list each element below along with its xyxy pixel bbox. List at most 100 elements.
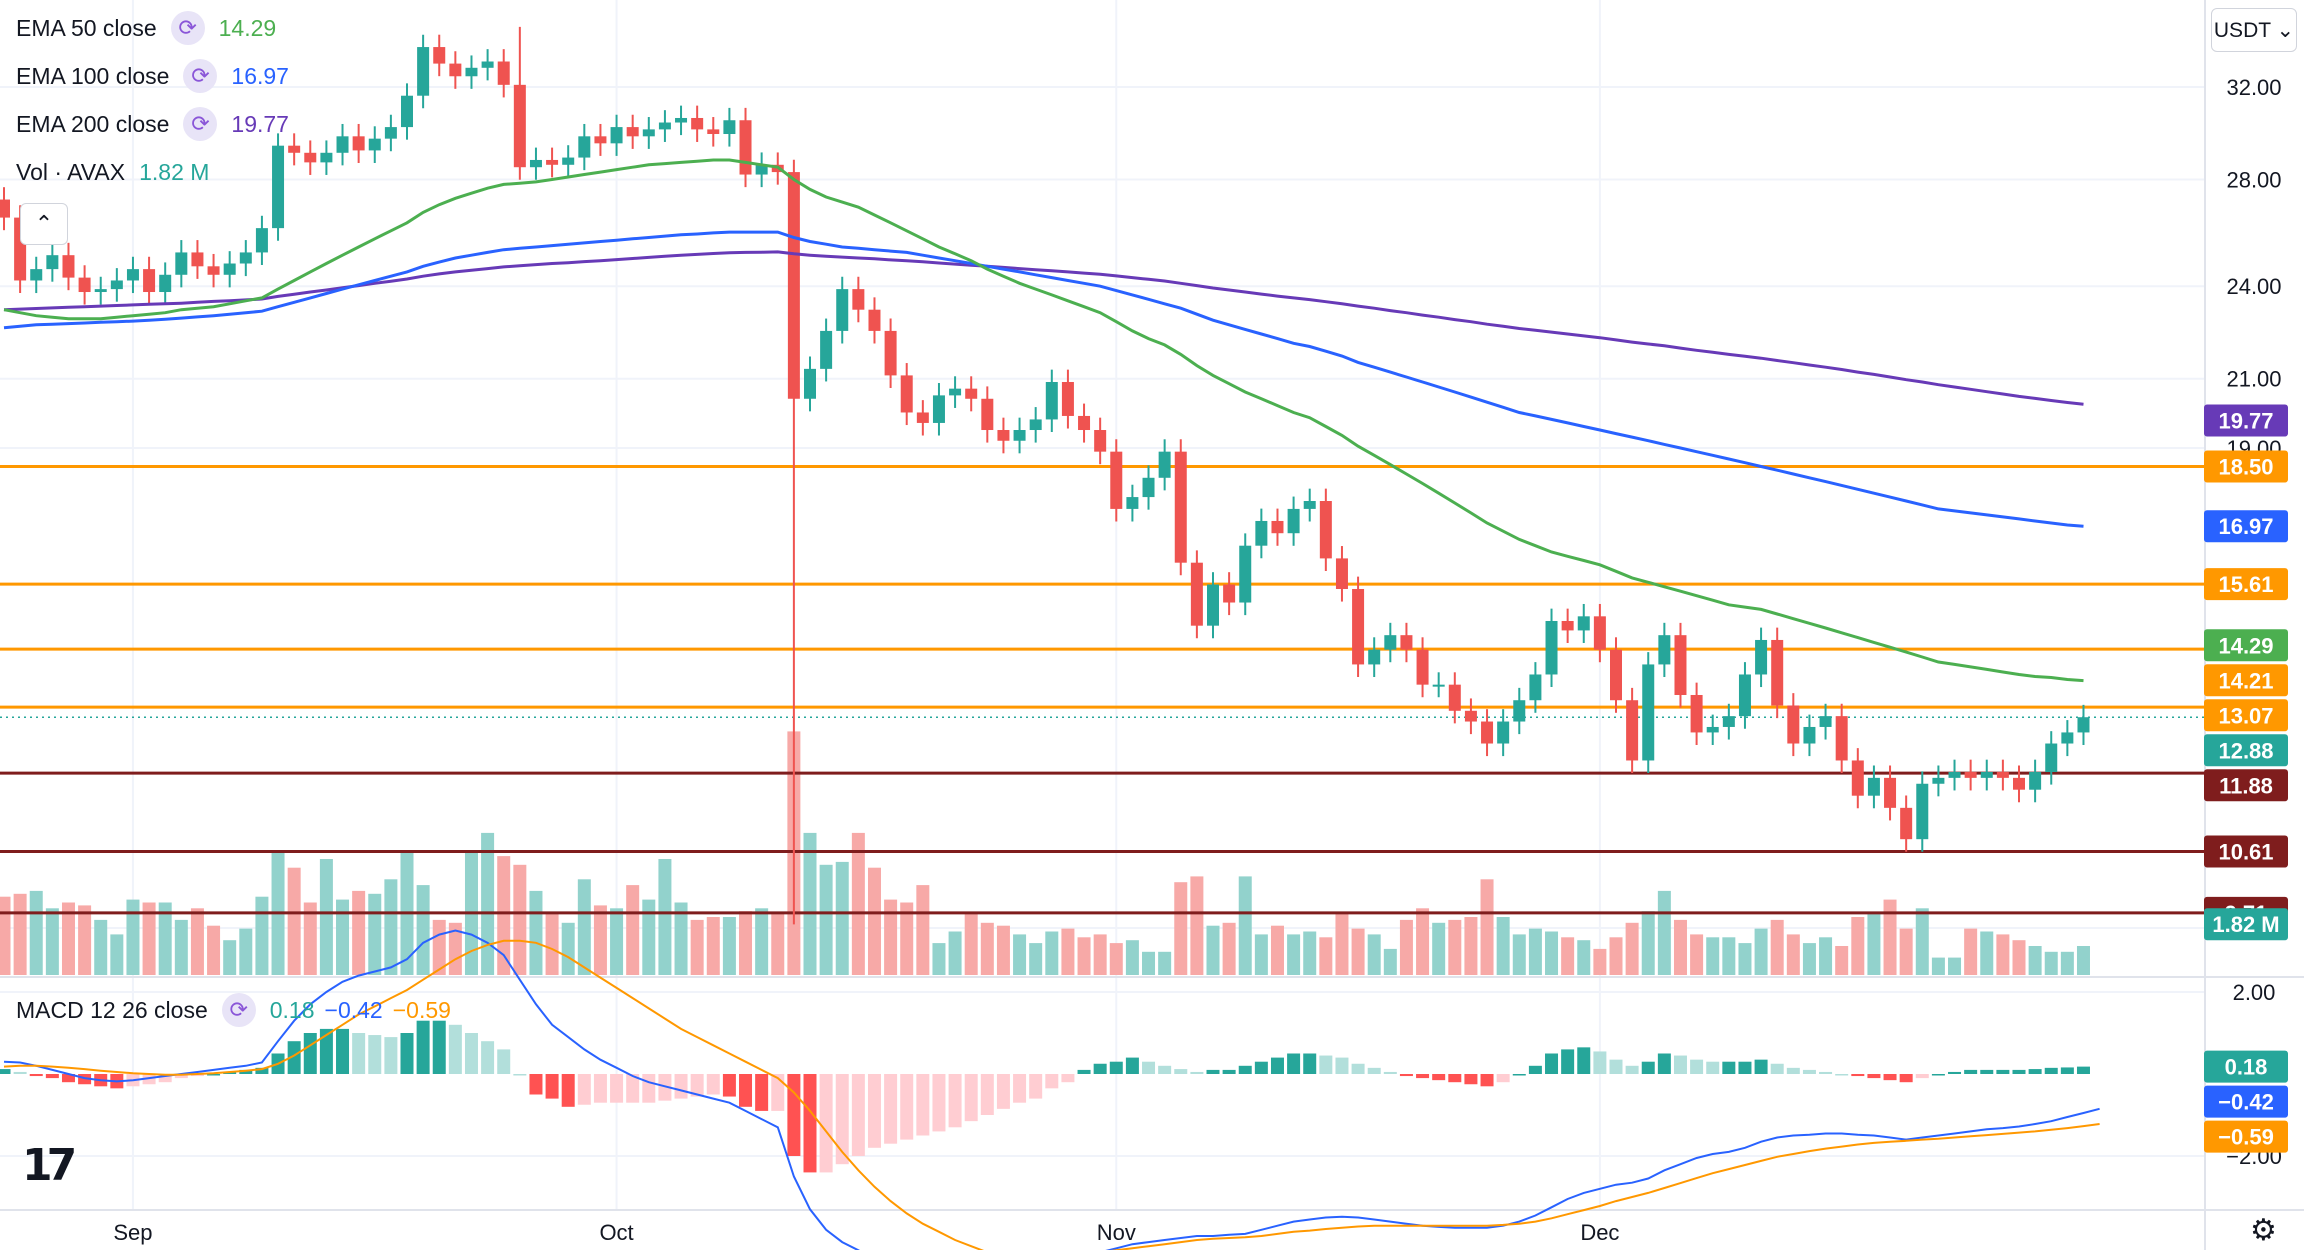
currency-selector[interactable]: USDT ⌄	[2211, 8, 2297, 52]
macd-hist-bar	[642, 1074, 656, 1103]
candle-body	[336, 136, 349, 153]
macd-hist-bar	[1335, 1057, 1349, 1074]
volume-bar	[207, 925, 221, 975]
volume-bar	[1512, 934, 1526, 975]
volume-bar	[884, 899, 898, 975]
macd-hist-bar	[1931, 1074, 1945, 1076]
macd-hist-bar	[1754, 1059, 1768, 1074]
candle-body	[1787, 705, 1800, 744]
chevron-up-icon: ⌃	[34, 211, 54, 236]
macd-hist-bar	[1029, 1074, 1043, 1099]
refresh-icon[interactable]: ⟳	[170, 11, 205, 45]
candle-body	[1271, 520, 1284, 534]
candle-body	[1513, 700, 1526, 722]
legend-ema200[interactable]: EMA 200 close ⟳ 19.77	[16, 104, 299, 144]
candle-body	[1045, 381, 1058, 420]
legend-ema50[interactable]: EMA 50 close ⟳ 14.29	[16, 8, 286, 48]
legend-volume[interactable]: Vol · AVAX 1.82 M	[16, 152, 219, 192]
macd-hist-bar	[674, 1074, 688, 1099]
candle-body	[594, 136, 607, 144]
volume-bar	[545, 914, 559, 975]
volume-bar	[739, 911, 753, 975]
volume-bar	[658, 859, 672, 975]
refresh-icon[interactable]: ⟳	[183, 107, 218, 141]
macd-axis-label: 2.00	[2233, 980, 2276, 1005]
volume-bar	[803, 832, 817, 975]
candle-body	[1432, 684, 1445, 687]
macd-hist-bar	[158, 1074, 172, 1083]
macd-hist-bar	[1835, 1074, 1849, 1076]
candle-body	[1416, 649, 1429, 685]
macd-hist-bar	[2044, 1067, 2058, 1074]
volume-bar	[867, 867, 881, 975]
legend-macd-hist: 0.18	[269, 996, 315, 1023]
candle-body	[46, 255, 59, 270]
volume-bar	[1125, 940, 1139, 975]
volume-bar	[1464, 917, 1478, 975]
volume-bar	[158, 902, 172, 975]
macd-hist-bar	[416, 1020, 430, 1074]
legend-macd-signal: −0.59	[392, 996, 451, 1023]
volume-bar	[996, 925, 1010, 975]
time-axis-label: Dec	[1580, 1220, 1619, 1245]
volume-bar	[142, 902, 156, 975]
candle-body	[949, 388, 962, 396]
candle-body	[497, 61, 510, 85]
candle-body	[626, 127, 639, 137]
volume-bar	[416, 885, 430, 975]
refresh-icon[interactable]: ⟳	[221, 993, 256, 1027]
macd-hist-bar	[497, 1049, 511, 1074]
macd-hist-bar	[1383, 1071, 1397, 1074]
refresh-icon[interactable]: ⟳	[183, 59, 218, 93]
volume-bar	[1706, 937, 1720, 975]
collapse-legend-button[interactable]: ⌃	[20, 203, 68, 245]
macd-hist-bar	[1399, 1074, 1413, 1077]
volume-bar	[1738, 943, 1752, 975]
candle-body	[14, 217, 27, 281]
time-axis-label: Nov	[1097, 1220, 1136, 1245]
macd-hist-bar	[61, 1074, 75, 1083]
candle-body	[1771, 639, 1784, 706]
legend-ema100[interactable]: EMA 100 close ⟳ 16.97	[16, 56, 299, 96]
candle-body	[1819, 716, 1832, 727]
volume-bar	[13, 893, 27, 975]
volume-bar	[1287, 934, 1301, 975]
volume-bar	[851, 832, 865, 975]
macd-hist-bar	[1673, 1055, 1687, 1074]
candle-body	[1464, 710, 1477, 722]
candle-body	[1996, 772, 2009, 778]
candle-body	[1706, 726, 1719, 733]
macd-hist-bar	[368, 1035, 382, 1074]
volume-bar	[1206, 925, 1220, 975]
macd-hist-bar	[287, 1041, 301, 1074]
macd-hist-bar	[722, 1074, 736, 1097]
ema100-line	[3, 230, 2084, 528]
candle-body	[2029, 772, 2042, 790]
macd-hist-bar	[803, 1074, 817, 1173]
macd-hist-bar	[1561, 1049, 1575, 1074]
macd-pane	[0, 929, 2100, 1250]
volume-bar	[1238, 876, 1252, 975]
candle-body	[1142, 477, 1155, 498]
macd-hist-bar	[739, 1074, 753, 1107]
macd-badge: −0.42	[2218, 1090, 2274, 1115]
macd-hist-bar	[464, 1033, 478, 1074]
macd-hist-bar	[1609, 1059, 1623, 1074]
legend-macd[interactable]: MACD 12 26 close ⟳ 0.18 −0.42 −0.59	[16, 990, 461, 1030]
volume-bar	[529, 890, 543, 975]
gear-icon[interactable]: ⚙	[2250, 1214, 2277, 1247]
candle-body	[578, 136, 591, 158]
candle-body	[675, 117, 688, 123]
candle-body	[1384, 635, 1397, 650]
volume-bar	[1915, 908, 1929, 975]
volume-badge-bg	[2204, 908, 2288, 941]
candle-body	[1626, 700, 1639, 761]
candle-body	[1690, 694, 1703, 733]
candle-body	[0, 199, 10, 218]
macd-hist-bar	[1045, 1074, 1059, 1089]
macd-hist-bar	[1416, 1074, 1430, 1079]
volume-bar	[932, 943, 946, 975]
candle-body	[2077, 717, 2090, 733]
macd-hist-bar	[1061, 1074, 1075, 1083]
